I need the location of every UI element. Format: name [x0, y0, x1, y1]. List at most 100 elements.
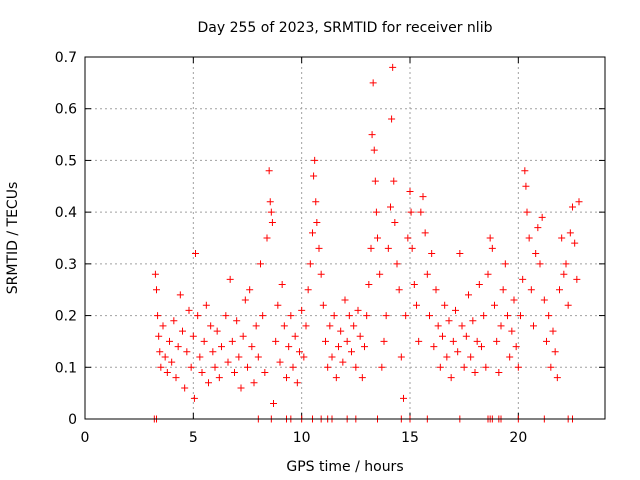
data-point — [172, 374, 180, 382]
data-point — [241, 296, 249, 304]
data-point — [417, 208, 425, 216]
data-point — [361, 343, 368, 351]
data-point — [246, 286, 254, 294]
data-point — [380, 337, 388, 345]
data-point — [231, 368, 238, 376]
data-point — [237, 384, 245, 392]
data-point — [209, 348, 217, 356]
data-point — [287, 312, 295, 320]
data-point — [157, 363, 165, 371]
data-point — [564, 301, 572, 309]
data-point — [226, 275, 234, 283]
y-tick-label: 0.6 — [55, 102, 77, 118]
data-point — [341, 296, 349, 304]
y-axis-label: SRMTID / TECUs — [5, 182, 21, 295]
data-point — [430, 343, 438, 351]
data-point — [319, 301, 327, 309]
data-point — [443, 353, 451, 361]
data-point — [250, 379, 258, 387]
data-point — [300, 353, 308, 361]
data-point — [543, 337, 550, 345]
data-point — [562, 260, 570, 268]
data-point — [348, 348, 355, 356]
data-point — [350, 322, 358, 330]
data-point — [452, 306, 459, 314]
data-point — [517, 312, 524, 320]
data-point — [534, 224, 542, 232]
data-point — [168, 358, 176, 366]
data-point — [358, 374, 366, 382]
data-point — [419, 193, 427, 201]
data-point — [352, 363, 360, 371]
data-point — [213, 327, 221, 335]
data-point — [404, 234, 412, 242]
data-point — [322, 337, 329, 345]
data-point — [536, 260, 544, 268]
y-tick-label: 0.1 — [55, 360, 77, 376]
data-point — [328, 353, 336, 361]
data-point — [278, 281, 286, 289]
x-tick-label: 15 — [401, 430, 419, 446]
data-point — [391, 218, 399, 226]
data-point — [514, 363, 522, 371]
data-point — [159, 322, 167, 330]
data-point — [218, 343, 225, 351]
data-point — [368, 131, 376, 139]
data-point — [445, 317, 453, 325]
axis-ticks: 0 0.1 0.2 0.3 0.4 0.5 0.6 0.7 0 5 10 15 20 — [55, 50, 605, 446]
data-point — [522, 182, 530, 190]
x-tick-label: 20 — [509, 430, 527, 446]
data-point — [189, 332, 197, 340]
data-point — [248, 343, 256, 351]
data-point — [174, 343, 182, 351]
data-point — [482, 363, 490, 371]
data-point — [512, 343, 520, 351]
data-point — [460, 363, 468, 371]
data-point — [324, 363, 332, 371]
data-point — [187, 363, 195, 371]
data-point — [475, 281, 483, 289]
data-point — [224, 358, 232, 366]
plot-frame — [84, 56, 606, 420]
data-point — [265, 167, 273, 175]
data-point — [378, 363, 386, 371]
data-point — [519, 275, 527, 283]
data-point — [266, 198, 274, 206]
data-point — [233, 317, 241, 325]
data-point — [486, 234, 494, 242]
data-point — [480, 312, 488, 320]
data-point — [215, 374, 223, 382]
data-point — [181, 384, 189, 392]
data-point — [495, 368, 503, 376]
data-point — [302, 322, 310, 330]
data-point — [469, 317, 477, 325]
data-point — [389, 63, 397, 71]
data-point — [504, 312, 511, 320]
data-point — [397, 353, 405, 361]
data-point — [465, 291, 472, 299]
y-tick-label: 0.4 — [55, 205, 77, 221]
data-point — [540, 296, 548, 304]
data-point — [458, 322, 466, 330]
data-point — [235, 353, 243, 361]
data-point — [311, 156, 319, 164]
data-point — [285, 343, 293, 351]
data-point — [545, 312, 553, 320]
data-point — [268, 218, 276, 226]
y-tick-label: 0.7 — [55, 50, 77, 66]
chart-title: Day 255 of 2023, SRMTID for receiver nli… — [198, 20, 493, 36]
data-point — [501, 260, 509, 268]
data-point — [447, 374, 455, 382]
data-point — [553, 374, 561, 382]
data-point — [244, 363, 251, 371]
data-point — [202, 301, 210, 309]
data-point — [339, 358, 347, 366]
data-point — [415, 337, 423, 345]
data-point — [434, 322, 442, 330]
data-point — [530, 322, 537, 330]
x-tick-label: 10 — [293, 430, 311, 446]
data-point — [200, 337, 208, 345]
data-point — [354, 306, 362, 314]
data-point — [551, 348, 559, 356]
